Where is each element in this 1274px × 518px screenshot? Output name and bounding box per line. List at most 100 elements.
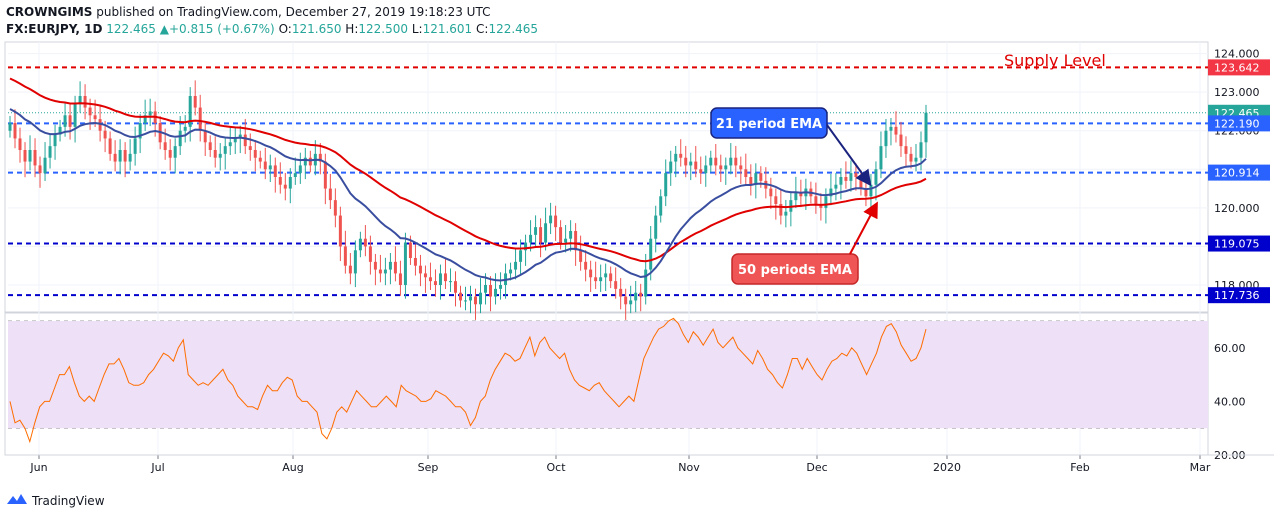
candle-body xyxy=(824,196,828,208)
candle-body xyxy=(173,146,177,158)
candle-body xyxy=(509,269,513,274)
open-value: 121.650 xyxy=(291,22,342,36)
price-pane[interactable] xyxy=(4,41,1209,313)
candle-body xyxy=(669,161,673,174)
candle-body xyxy=(73,103,77,127)
price-label-text: 119.075 xyxy=(1214,238,1260,251)
candle-body xyxy=(13,123,17,139)
candle-body xyxy=(438,273,442,285)
candle-body xyxy=(163,142,167,150)
ema50-callout-text: 50 periods EMA xyxy=(738,263,852,278)
candle-body xyxy=(233,138,237,143)
candle-body xyxy=(854,173,858,177)
price-tick-label: 123.000 xyxy=(1214,86,1260,99)
candle-body xyxy=(604,273,608,278)
candle-body xyxy=(398,273,402,285)
price-label-text: 120.914 xyxy=(1214,167,1260,180)
candle-body xyxy=(489,285,493,297)
candle-body xyxy=(303,157,307,166)
candle-body xyxy=(368,246,372,262)
candle-body xyxy=(18,138,22,150)
candle-body xyxy=(183,126,187,131)
candle-body xyxy=(228,142,232,147)
candle-body xyxy=(118,150,122,162)
candle-body xyxy=(759,173,763,181)
symbol-label: FX:EURJPY, 1D xyxy=(6,22,103,36)
last-price: 122.465 xyxy=(106,22,156,36)
candle-body xyxy=(749,177,753,185)
ema21-callout-text: 21 period EMA xyxy=(716,117,822,132)
price-label: 120.914 xyxy=(1208,164,1270,181)
candle-body xyxy=(23,150,27,162)
candle-body xyxy=(709,157,713,166)
candle-body xyxy=(864,188,868,197)
candle-body xyxy=(68,115,72,127)
candle-body xyxy=(894,126,898,135)
candle-body xyxy=(909,153,913,162)
candle-body xyxy=(859,177,863,189)
candle-body xyxy=(769,188,773,197)
candle-body xyxy=(123,150,127,162)
candle-body xyxy=(88,107,92,116)
candle-body xyxy=(774,196,778,204)
candle-body xyxy=(689,161,693,166)
candle-body xyxy=(744,169,748,177)
candle-body xyxy=(133,138,137,154)
time-tick-label: Oct xyxy=(546,461,566,474)
published-text: published on TradingView.com, December 2… xyxy=(96,5,491,19)
candle-body xyxy=(579,250,583,262)
price-change: +0.815 (+0.67%) xyxy=(168,22,275,36)
candle-body xyxy=(383,269,387,274)
rsi-band xyxy=(8,321,1208,429)
candle-body xyxy=(819,204,823,208)
high-value: 122.500 xyxy=(358,22,408,36)
tradingview-brand: TradingView xyxy=(32,493,105,508)
candle-body xyxy=(734,157,738,166)
low-value: 121.601 xyxy=(422,22,473,36)
candle-body xyxy=(93,115,97,120)
candle-body xyxy=(474,296,478,305)
candle-body xyxy=(524,242,528,251)
candle-body xyxy=(714,157,718,166)
candle-body xyxy=(539,227,543,243)
time-tick-label: Jul xyxy=(150,461,164,474)
publish-info: CROWNGIMS published on TradingView.com, … xyxy=(6,5,490,19)
candle-body xyxy=(43,157,47,174)
time-tick-label: Mar xyxy=(1190,461,1211,474)
publisher-name: CROWNGIMS xyxy=(6,5,93,19)
price-label-bg xyxy=(1208,235,1270,252)
candle-body xyxy=(569,231,573,239)
candle-body xyxy=(298,165,302,174)
time-tick-label: Aug xyxy=(282,461,303,474)
candle-body xyxy=(499,285,503,289)
rsi-line xyxy=(9,317,927,444)
candle-body xyxy=(794,192,798,201)
candle-body xyxy=(208,142,212,150)
ema-lines xyxy=(9,77,927,282)
price-label: 122.190 xyxy=(1208,115,1270,132)
tradingview-logo[interactable]: TradingView xyxy=(6,492,105,509)
candle-body xyxy=(674,153,678,162)
candle-body xyxy=(188,96,192,127)
candle-body xyxy=(919,142,923,158)
supply-level-annotation: Supply Level xyxy=(1004,51,1106,70)
candle-body xyxy=(874,169,878,185)
up-arrow-icon: ▲ xyxy=(159,22,169,36)
price-label: 117.736 xyxy=(1208,287,1270,304)
rsi-tick-label: 40.00 xyxy=(1214,395,1246,408)
candle-body xyxy=(649,238,653,270)
candle-body xyxy=(143,115,147,123)
candle-body xyxy=(484,285,488,293)
candle-body xyxy=(779,204,783,216)
candle-body xyxy=(108,138,112,154)
candle-body xyxy=(884,130,888,147)
candle-body xyxy=(599,277,603,282)
candle-body xyxy=(839,177,843,185)
candle-body xyxy=(469,296,472,301)
time-axis[interactable]: Jun Jul Aug Sep Oct Nov Dec 2020 Feb Mar xyxy=(8,454,1274,474)
candle-body xyxy=(343,246,347,266)
candle-body xyxy=(684,157,688,166)
candle-body xyxy=(629,300,633,305)
